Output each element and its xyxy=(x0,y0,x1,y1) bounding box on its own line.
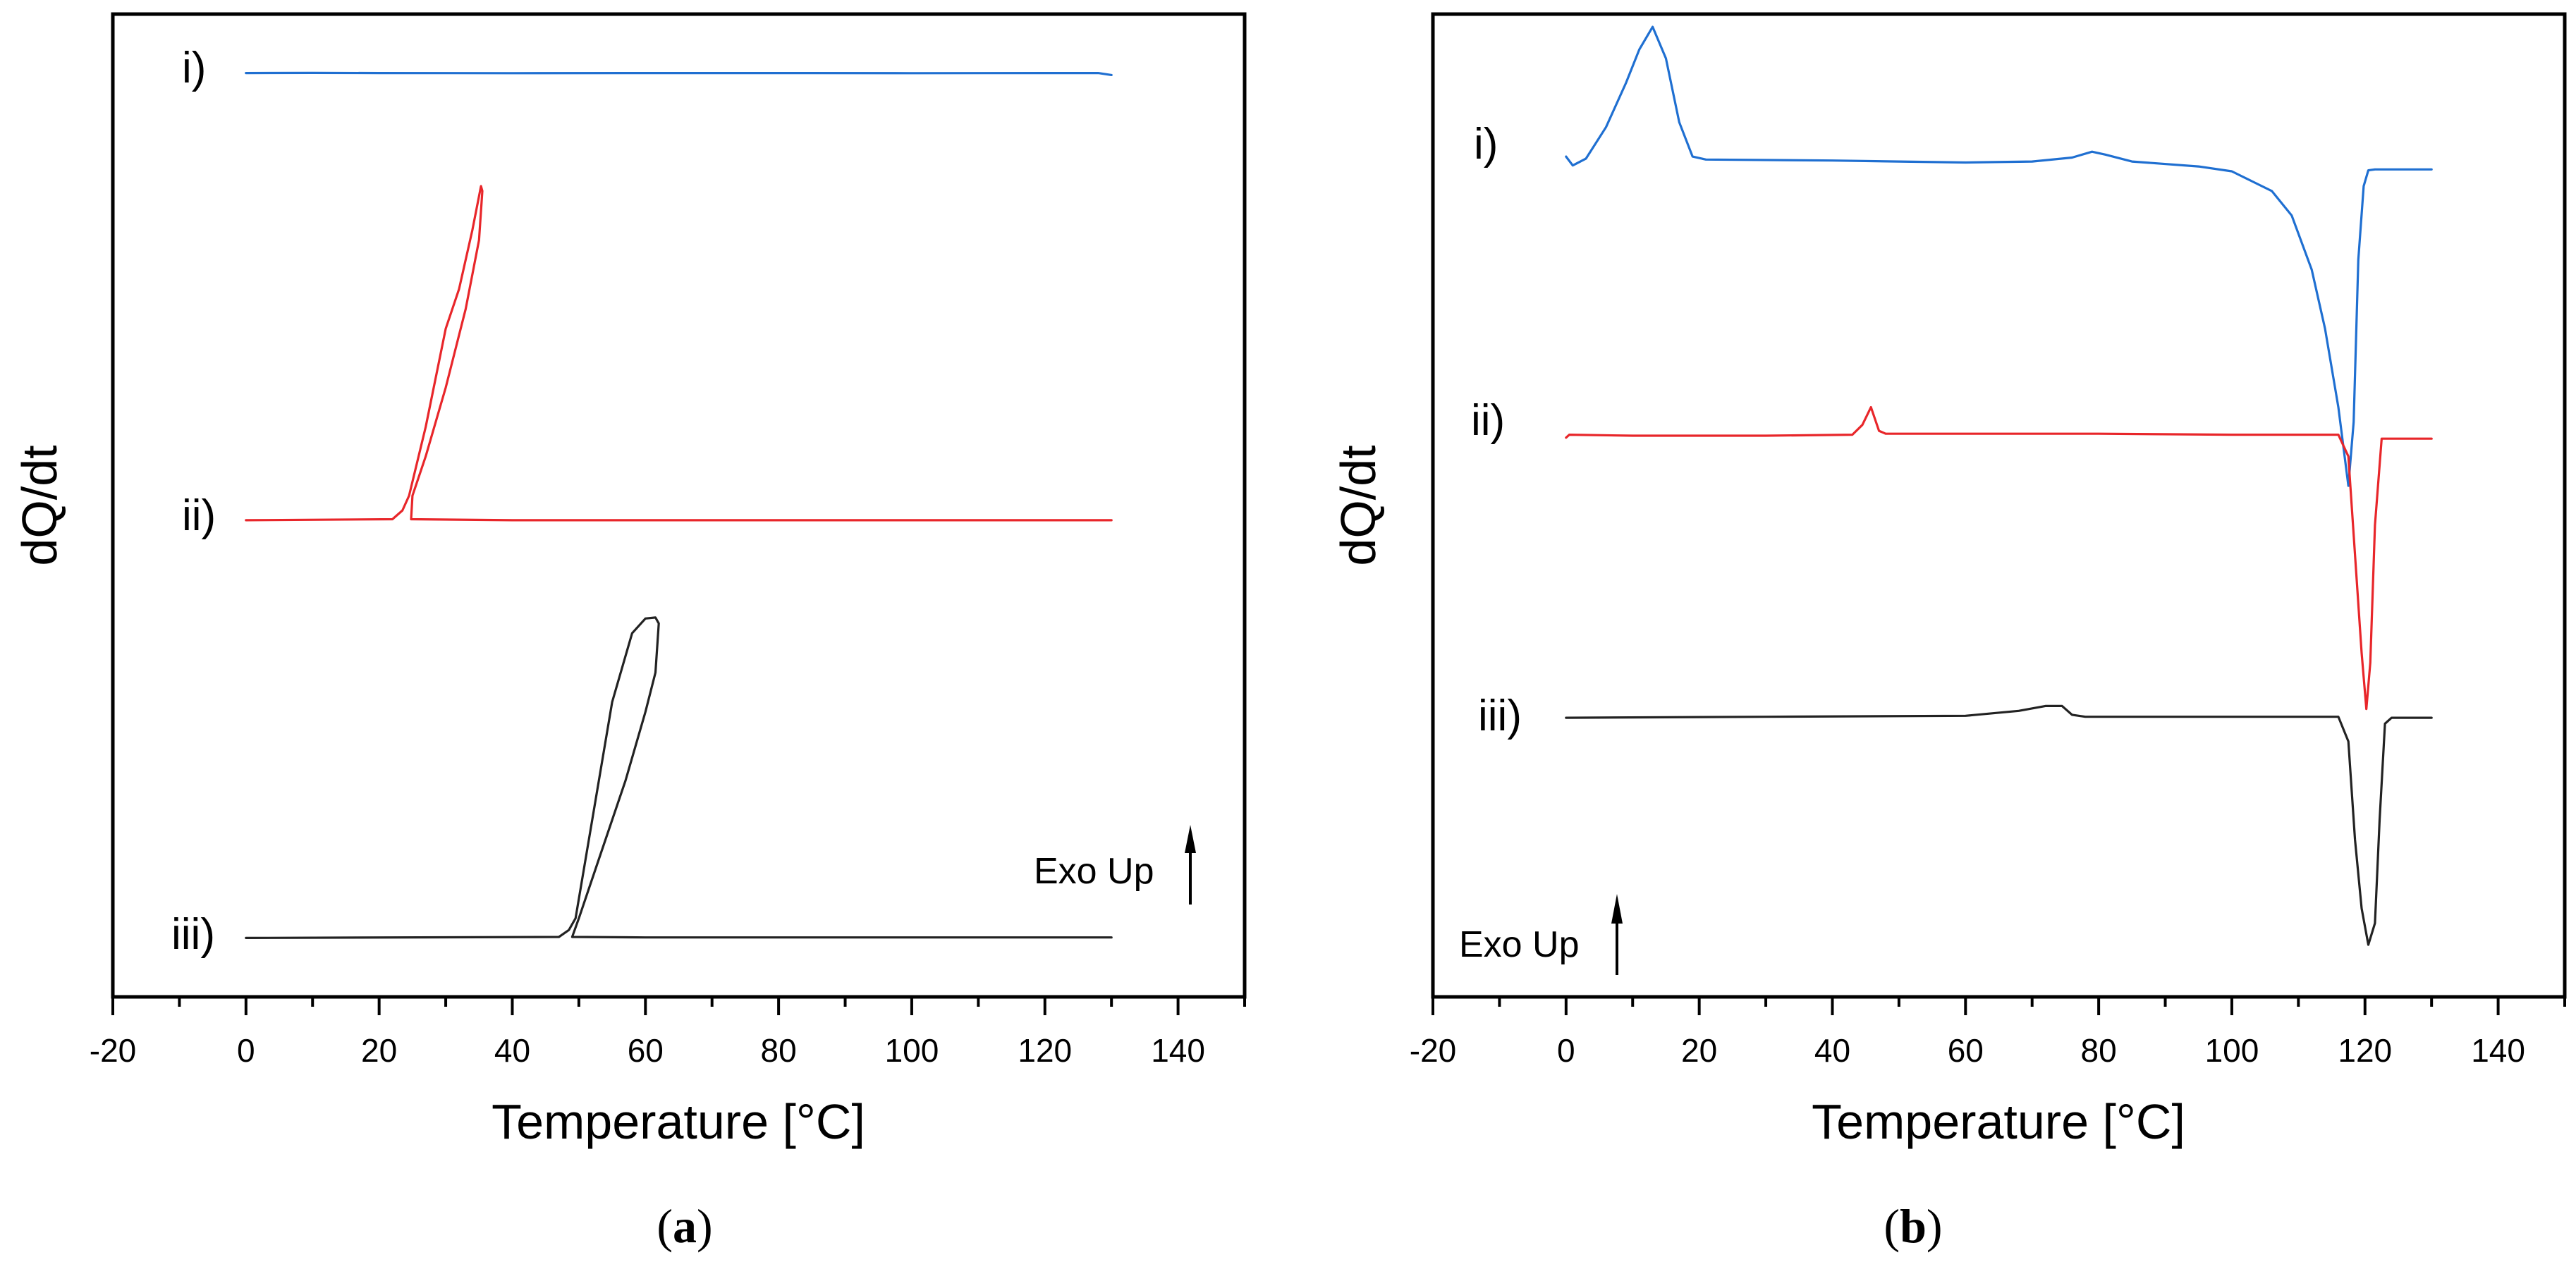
caption-letter: a xyxy=(673,1199,697,1253)
caption-b: (b) xyxy=(1884,1199,1943,1253)
plot-frame xyxy=(111,12,1247,999)
x-tick-label: 140 xyxy=(1151,1032,1205,1069)
x-tick-label: 40 xyxy=(1814,1032,1850,1069)
x-tick-label: -20 xyxy=(1410,1032,1456,1069)
exo-up-label: Exo Up xyxy=(1459,924,1580,965)
x-tick-label: 0 xyxy=(237,1032,255,1069)
series-line-i xyxy=(1565,25,2433,487)
x-tick-label: 120 xyxy=(2338,1032,2392,1069)
x-axis: -20 0 20 40 60 80 100 120 140 xyxy=(90,997,1246,1069)
series-label-iii: iii) xyxy=(1478,692,1522,740)
plot-frame xyxy=(1431,12,2567,999)
x-tick-label: 20 xyxy=(361,1032,397,1069)
x-tick-label: 120 xyxy=(1018,1032,1072,1069)
x-tick-label: 140 xyxy=(2471,1032,2525,1069)
x-tick-label: 60 xyxy=(628,1032,664,1069)
series-group xyxy=(1565,25,2433,946)
series-line-iii xyxy=(1565,704,2433,946)
series-line-ii xyxy=(1565,405,2433,711)
caption-a: (a) xyxy=(657,1199,713,1253)
series-line-ii xyxy=(245,185,1113,522)
x-axis: -20 0 20 40 60 80 100 120 140 xyxy=(1410,997,2566,1069)
x-tick-label: 100 xyxy=(885,1032,939,1069)
series-label-iii: iii) xyxy=(171,910,215,959)
x-tick-label: 20 xyxy=(1681,1032,1717,1069)
series-group xyxy=(245,71,1113,940)
series-line-i xyxy=(245,71,1113,77)
x-tick-label: 40 xyxy=(494,1032,530,1069)
exo-up-arrow-icon xyxy=(1611,894,1623,975)
series-label-i: i) xyxy=(1474,120,1498,168)
panel-a: -20 0 20 40 60 80 100 120 140 Temperature [°C] d… xyxy=(12,12,1247,1149)
series-label-i: i) xyxy=(182,44,206,92)
series-label-ii: ii) xyxy=(182,491,216,540)
exo-up-arrow-icon xyxy=(1185,825,1196,905)
x-tick-label: 60 xyxy=(1948,1032,1984,1069)
series-label-ii: ii) xyxy=(1471,396,1505,445)
x-axis-label: Temperature [°C] xyxy=(1812,1094,2185,1149)
series-line-iii xyxy=(245,616,1113,940)
y-axis-label: dQ/dt xyxy=(12,445,67,565)
x-tick-label: 80 xyxy=(761,1032,797,1069)
x-tick-label: 0 xyxy=(1557,1032,1575,1069)
caption-letter: b xyxy=(1900,1199,1927,1253)
y-axis-label: dQ/dt xyxy=(1331,445,1386,565)
exo-up-label: Exo Up xyxy=(1034,851,1154,892)
x-axis-label: Temperature [°C] xyxy=(492,1094,865,1149)
x-tick-label: 80 xyxy=(2081,1032,2117,1069)
panel-b: -20 0 20 40 60 80 100 120 140 Temperature [°C] d… xyxy=(1331,12,2567,1149)
x-tick-label: 100 xyxy=(2205,1032,2259,1069)
x-tick-label: -20 xyxy=(90,1032,136,1069)
